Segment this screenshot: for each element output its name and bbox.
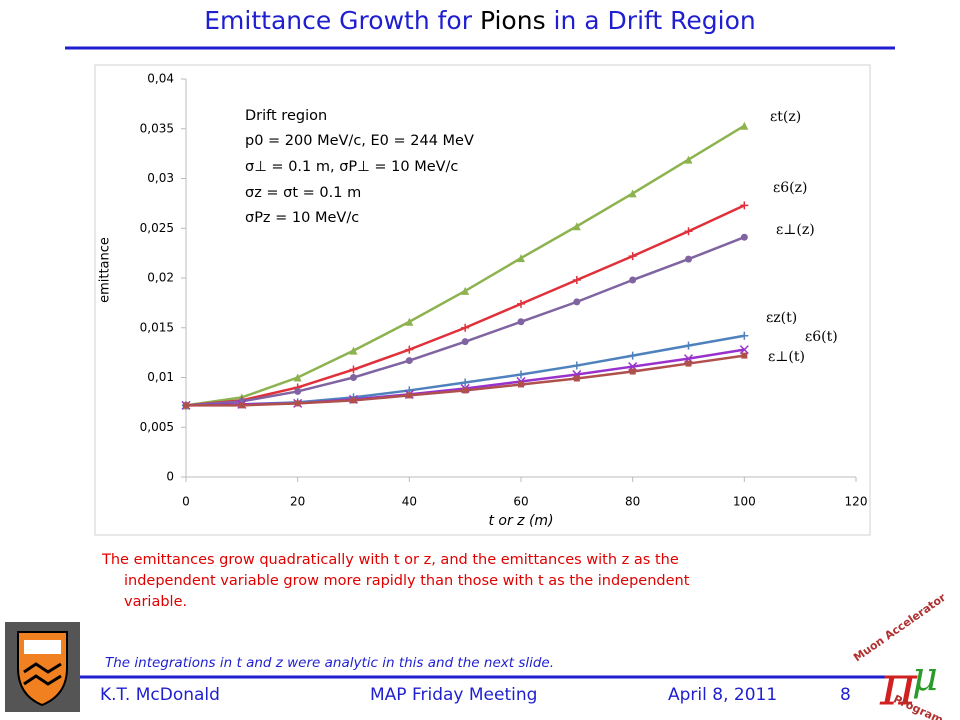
annotation-line: Drift region: [245, 108, 327, 124]
point: [684, 227, 693, 236]
y-tick-label: 0,04: [147, 72, 174, 86]
point: [628, 189, 637, 198]
x-axis-label: t or z (m): [488, 513, 553, 529]
legend-label: ε6(t): [805, 329, 838, 345]
point: [572, 361, 581, 370]
title-part: Pions: [480, 6, 546, 35]
x-tick-label: 60: [513, 495, 528, 509]
legend-label: ε⊥(z): [776, 222, 815, 238]
logo-pi: π: [879, 654, 918, 719]
legend-label: εt(z): [770, 109, 801, 125]
point: [517, 370, 525, 379]
footnote: The integrations in t and z were analyti…: [105, 655, 555, 671]
x-tick-label: 100: [733, 495, 756, 509]
point: [293, 373, 302, 382]
point: [628, 351, 637, 360]
title-part: in a Drift Region: [554, 6, 756, 35]
point: [405, 345, 414, 354]
caption: The emittances grow quadratically with t…: [102, 550, 822, 613]
caption-line: independent variable grow more rapidly t…: [124, 573, 690, 589]
point: [462, 387, 469, 394]
shield-chevrons: [23, 662, 62, 686]
point: [406, 392, 413, 399]
logo-mu: μ: [912, 654, 938, 700]
y-tick-label: 0,035: [140, 121, 174, 135]
footer-page: 8: [840, 685, 851, 705]
legend-label: ε6(z): [773, 180, 807, 196]
point: [685, 255, 692, 263]
point: [572, 222, 581, 231]
point: [685, 360, 692, 367]
point: [517, 318, 525, 326]
legend-label: εz(t): [766, 310, 797, 326]
chart-frame: [94, 64, 871, 536]
point: [518, 381, 524, 388]
point: [741, 352, 748, 359]
point: [629, 368, 636, 375]
point: [740, 331, 749, 340]
point: [629, 276, 637, 284]
point: [461, 338, 469, 346]
point: [739, 345, 749, 355]
footer-author: K.T. McDonald: [100, 685, 220, 705]
point: [517, 299, 525, 308]
shield-book: [24, 640, 61, 654]
point: [350, 374, 357, 381]
point: [572, 275, 581, 284]
point: [183, 402, 189, 409]
point: [740, 233, 748, 241]
y-tick-label: 0: [166, 470, 174, 484]
y-tick-label: 0,01: [147, 370, 174, 384]
title-part: Emittance Growth for: [204, 6, 472, 35]
y-tick-label: 0,005: [140, 420, 174, 434]
point: [350, 397, 357, 404]
point: [517, 254, 525, 263]
series-line: [185, 204, 745, 407]
annotation-line: σ⊥ = 0.1 m, σP⊥ = 10 MeV/c: [245, 159, 458, 175]
y-tick-label: 0,025: [140, 221, 174, 235]
x-tick-label: 0: [182, 495, 190, 509]
caption-line: variable.: [124, 594, 188, 610]
point: [349, 365, 358, 374]
caption-line: The emittances grow quadratically with t…: [102, 552, 679, 568]
annotation-line: σPz = 10 MeV/c: [245, 210, 359, 226]
point: [294, 387, 302, 395]
point: [349, 346, 358, 355]
y-tick-label: 0,02: [147, 271, 174, 285]
point: [294, 400, 301, 407]
point: [405, 357, 413, 365]
point: [405, 317, 414, 326]
point: [573, 298, 581, 306]
legend-label: ε⊥(t): [768, 349, 805, 365]
point: [740, 121, 749, 130]
point: [461, 323, 470, 332]
x-tick-label: 20: [290, 495, 305, 509]
point: [628, 252, 637, 261]
footer-meeting: MAP Friday Meeting: [370, 685, 538, 705]
y-tick-label: 0,03: [147, 171, 174, 185]
annotation-line: p0 = 200 MeV/c, E0 = 244 MeV: [245, 133, 474, 149]
point: [461, 378, 470, 387]
point: [238, 402, 245, 409]
annotation-line: σz = σt = 0.1 m: [245, 185, 361, 201]
slide-title: Emittance Growth for Pions in a Drift Re…: [204, 6, 755, 35]
point: [461, 286, 470, 295]
y-axis-label: emittance: [98, 237, 113, 303]
y-tick-label: 0,015: [140, 320, 174, 334]
x-tick-label: 120: [845, 495, 868, 509]
point: [684, 341, 693, 350]
point: [573, 375, 580, 382]
point: [740, 201, 749, 210]
x-tick-label: 40: [402, 495, 417, 509]
footer-date: April 8, 2011: [668, 685, 778, 705]
point: [684, 155, 693, 164]
x-tick-label: 80: [625, 495, 640, 509]
